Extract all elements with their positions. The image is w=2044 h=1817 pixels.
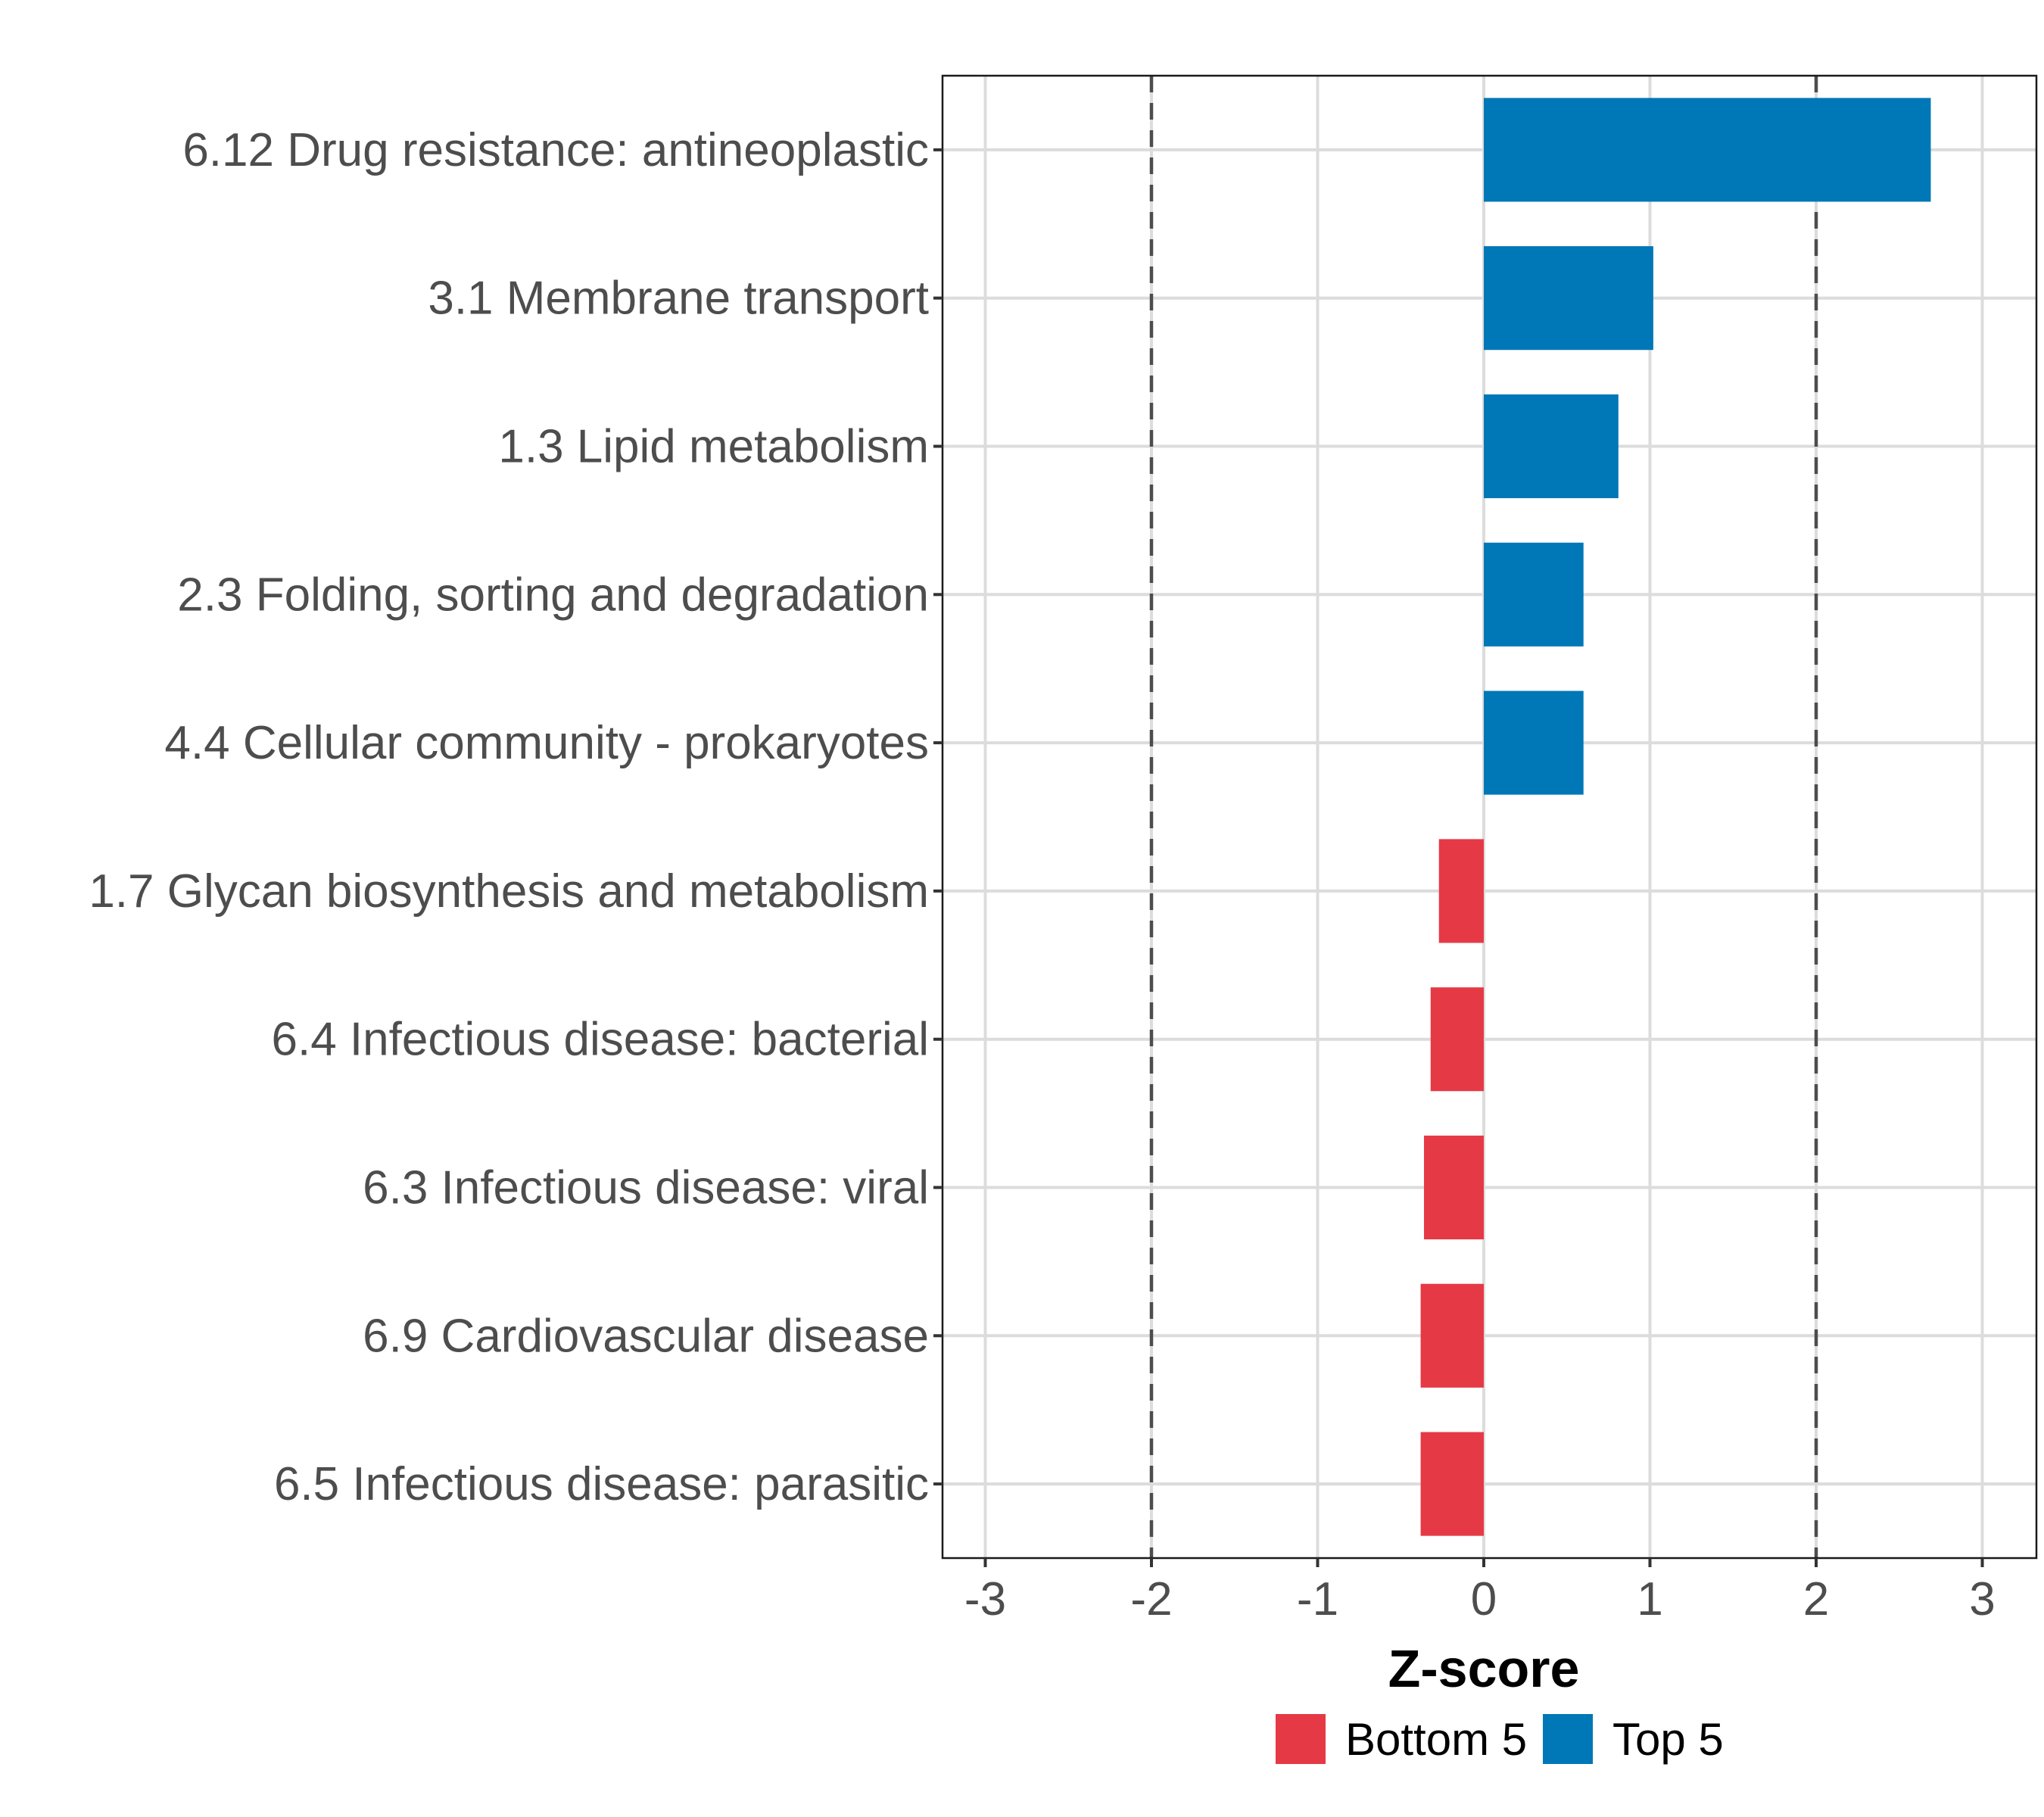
x-axis-title: Z-score (1388, 1639, 1580, 1698)
x-tick-label: -1 (1297, 1573, 1338, 1625)
x-tick-label: 0 (1471, 1573, 1497, 1625)
bar (1438, 839, 1484, 943)
y-tick-label: 4.4 Cellular community - prokaryotes (164, 717, 929, 769)
y-tick-label: 6.12 Drug resistance: antineoplastic (182, 124, 929, 176)
bar (1484, 98, 1931, 202)
y-tick-label: 6.4 Infectious disease: bacterial (271, 1014, 929, 1066)
x-axis: -3 -2 -1 0 1 2 3 (964, 1558, 1996, 1625)
x-tick-label: 3 (1969, 1573, 1995, 1625)
legend-label: Top 5 (1612, 1714, 1724, 1765)
bar (1423, 1135, 1484, 1240)
reference-lines (1149, 76, 1818, 1558)
bar (1430, 987, 1484, 1092)
y-tick-label: 6.5 Infectious disease: parasitic (274, 1458, 929, 1510)
y-tick-label: 1.7 Glycan biosynthesis and metabolism (89, 865, 929, 918)
legend-swatch (1276, 1714, 1326, 1764)
x-tick-label: 1 (1637, 1573, 1662, 1625)
bar (1420, 1283, 1484, 1388)
legend-label: Bottom 5 (1345, 1714, 1527, 1765)
y-tick-label: 1.3 Lipid metabolism (498, 421, 929, 473)
y-axis: 6.12 Drug resistance: antineoplastic 3.1 … (89, 124, 943, 1510)
bar (1484, 394, 1619, 499)
y-tick-label: 6.9 Cardiovascular disease (363, 1310, 929, 1362)
legend-swatch (1543, 1714, 1593, 1764)
y-tick-label: 3.1 Membrane transport (428, 273, 929, 325)
plot-panel-border (941, 74, 2038, 1560)
bar (1420, 1432, 1484, 1536)
bars (1420, 98, 1931, 1536)
bar (1484, 542, 1584, 647)
bar (1484, 690, 1584, 795)
x-tick-label: -3 (964, 1573, 1006, 1625)
x-tick-label: -2 (1130, 1573, 1172, 1625)
y-tick-label: 6.3 Infectious disease: viral (363, 1162, 929, 1214)
y-tick-label: 2.3 Folding, sorting and degradation (177, 569, 929, 621)
bar (1484, 246, 1653, 351)
x-tick-label: 2 (1803, 1573, 1829, 1625)
legend: Bottom 5 Top 5 (1276, 1714, 1724, 1765)
